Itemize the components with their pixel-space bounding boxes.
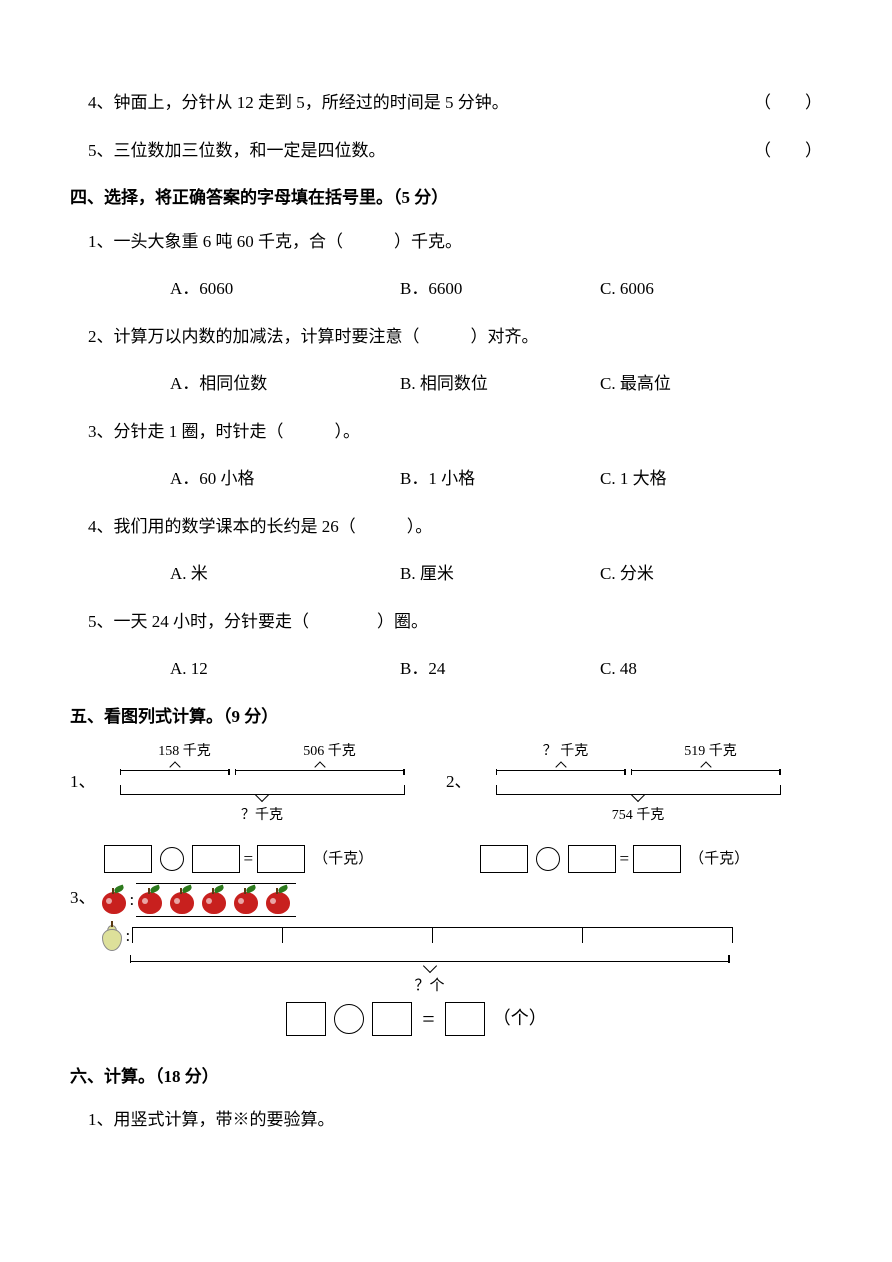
sec4-q2-b[interactable]: B. 相同数位 xyxy=(400,371,600,397)
d2-bottom-label: 754 千克 xyxy=(496,805,781,826)
sec5-q3-num: 3、 xyxy=(70,883,100,1036)
sec4-q4-b[interactable]: B. 厘米 xyxy=(400,561,600,587)
sec4-q1-b[interactable]: B．6600 xyxy=(400,276,600,302)
sec4-q3-a[interactable]: A．60 小格 xyxy=(170,466,400,492)
tf-q4: 4、钟面上，分针从 12 走到 5，所经过的时间是 5 分钟。 （ ） xyxy=(88,90,822,116)
sec4-q3-c[interactable]: C. 1 大格 xyxy=(600,466,667,492)
d1-unit: （千克） xyxy=(313,848,373,871)
tf-q5-paren[interactable]: （ ） xyxy=(754,138,822,164)
d2-op[interactable] xyxy=(536,847,560,871)
eq-sign: = xyxy=(422,1002,434,1035)
apple-icon xyxy=(100,886,128,914)
sec5-row-12: 1、 158 千克 506 千克 ？千克 = （千克） 2、 ？ 千克 519 … xyxy=(70,747,822,883)
d1-bottom-brace xyxy=(120,783,405,795)
d2-bottom-brace xyxy=(496,783,781,795)
sec6-title: 六、计算。（18 分） xyxy=(70,1064,822,1090)
sec4-q3: 3、分针走 1 圈，时针走（ ）。 xyxy=(88,419,822,445)
apple-icon xyxy=(200,886,228,914)
sec4-q1-c[interactable]: C. 6006 xyxy=(600,276,654,302)
sec5-title: 五、看图列式计算。（9 分） xyxy=(70,704,822,730)
sec4-q2-c[interactable]: C. 最高位 xyxy=(600,371,671,397)
sec5-q3: : : ？个 = （个） xyxy=(100,883,733,1036)
sec4-q1-text: 1、一头大象重 6 吨 60 千克，合（ ）千克。 xyxy=(88,229,462,255)
sec4-q2-text: 2、计算万以内数的加减法，计算时要注意（ ）对齐。 xyxy=(88,324,539,350)
eq-sign: = xyxy=(244,846,254,872)
sec4-q4-text: 4、我们用的数学课本的长约是 26（ ）。 xyxy=(88,514,432,540)
sec4-q4-options: A. 米 B. 厘米 C. 分米 xyxy=(170,561,822,587)
sec4-q3-b[interactable]: B．1 小格 xyxy=(400,466,600,492)
sec4-q1-a[interactable]: A．6060 xyxy=(170,276,400,302)
d3-op[interactable] xyxy=(334,1004,364,1034)
sec6-q1: 1、用竖式计算，带※的要验算。 xyxy=(88,1107,822,1133)
apple-group xyxy=(136,883,296,917)
sec4-q5: 5、一天 24 小时，分针要走（ ）圈。 xyxy=(88,609,822,635)
diagram-2: ？ 千克 519 千克 754 千克 xyxy=(486,747,786,837)
d1-box1[interactable] xyxy=(104,845,152,873)
sec4-q4-a[interactable]: A. 米 xyxy=(170,561,400,587)
sec5-q3-wrap: 3、 : : ？个 = （个） xyxy=(70,883,822,1036)
d1-box3[interactable] xyxy=(257,845,305,873)
tf-q4-paren[interactable]: （ ） xyxy=(754,90,822,116)
d2-unit: （千克） xyxy=(689,848,749,871)
d3-unit: （个） xyxy=(493,1005,547,1032)
apple-icon xyxy=(232,886,260,914)
sec4-q2-options: A．相同位数 B. 相同数位 C. 最高位 xyxy=(170,371,822,397)
sec5-q2-num: 2、 xyxy=(446,747,476,883)
diagram-1: 158 千克 506 千克 ？千克 xyxy=(110,747,410,837)
d2-box1[interactable] xyxy=(480,845,528,873)
d2-box3[interactable] xyxy=(633,845,681,873)
d1-box2[interactable] xyxy=(192,845,240,873)
pear-icon xyxy=(100,921,124,951)
sec4-q4-c[interactable]: C. 分米 xyxy=(600,561,654,587)
d2-box2[interactable] xyxy=(568,845,616,873)
apple-icon xyxy=(136,886,164,914)
sec4-q3-options: A．60 小格 B．1 小格 C. 1 大格 xyxy=(170,466,822,492)
sec5-q1: 158 千克 506 千克 ？千克 = （千克） xyxy=(100,747,447,883)
sec5-q2: ？ 千克 519 千克 754 千克 = （千克） xyxy=(476,747,823,883)
d3-box1[interactable] xyxy=(286,1002,326,1036)
d3-brace xyxy=(130,955,730,975)
sec4-q5-text: 5、一天 24 小时，分针要走（ ）圈。 xyxy=(88,609,428,635)
pear-groups xyxy=(132,927,732,945)
tf-q5-text: 5、三位数加三位数，和一定是四位数。 xyxy=(88,138,754,164)
d3-box2[interactable] xyxy=(372,1002,412,1036)
sec4-q2: 2、计算万以内数的加减法，计算时要注意（ ）对齐。 xyxy=(88,324,822,350)
sec4-q1: 1、一头大象重 6 吨 60 千克，合（ ）千克。 xyxy=(88,229,822,255)
d3-equation: = （个） xyxy=(100,1002,730,1036)
sec4-q4: 4、我们用的数学课本的长约是 26（ ）。 xyxy=(88,514,822,540)
sec4-q5-c[interactable]: C. 48 xyxy=(600,656,637,682)
sec4-q5-b[interactable]: B．24 xyxy=(400,656,600,682)
d3-box3[interactable] xyxy=(445,1002,485,1036)
d2-equation: = （千克） xyxy=(476,845,823,873)
apple-row: : xyxy=(100,883,733,917)
sec4-q3-text: 3、分针走 1 圈，时针走（ ）。 xyxy=(88,419,360,445)
sec5-q1-num: 1、 xyxy=(70,747,100,883)
sec4-q2-a[interactable]: A．相同位数 xyxy=(170,371,400,397)
sec4-q5-a[interactable]: A. 12 xyxy=(170,656,400,682)
sec4-title: 四、选择，将正确答案的字母填在括号里。（5 分） xyxy=(70,185,822,211)
tf-q5: 5、三位数加三位数，和一定是四位数。 （ ） xyxy=(88,138,822,164)
d1-bottom-label: ？千克 xyxy=(120,805,405,826)
sec4-q1-options: A．6060 B．6600 C. 6006 xyxy=(170,276,822,302)
tf-q4-text: 4、钟面上，分针从 12 走到 5，所经过的时间是 5 分钟。 xyxy=(88,90,754,116)
d3-bottom-label: ？个 xyxy=(130,975,730,998)
apple-icon xyxy=(168,886,196,914)
pear-row: : xyxy=(100,921,733,951)
sec4-q5-options: A. 12 B．24 C. 48 xyxy=(170,656,822,682)
eq-sign: = xyxy=(620,846,630,872)
apple-icon xyxy=(264,886,292,914)
d1-op[interactable] xyxy=(160,847,184,871)
d1-equation: = （千克） xyxy=(100,845,447,873)
